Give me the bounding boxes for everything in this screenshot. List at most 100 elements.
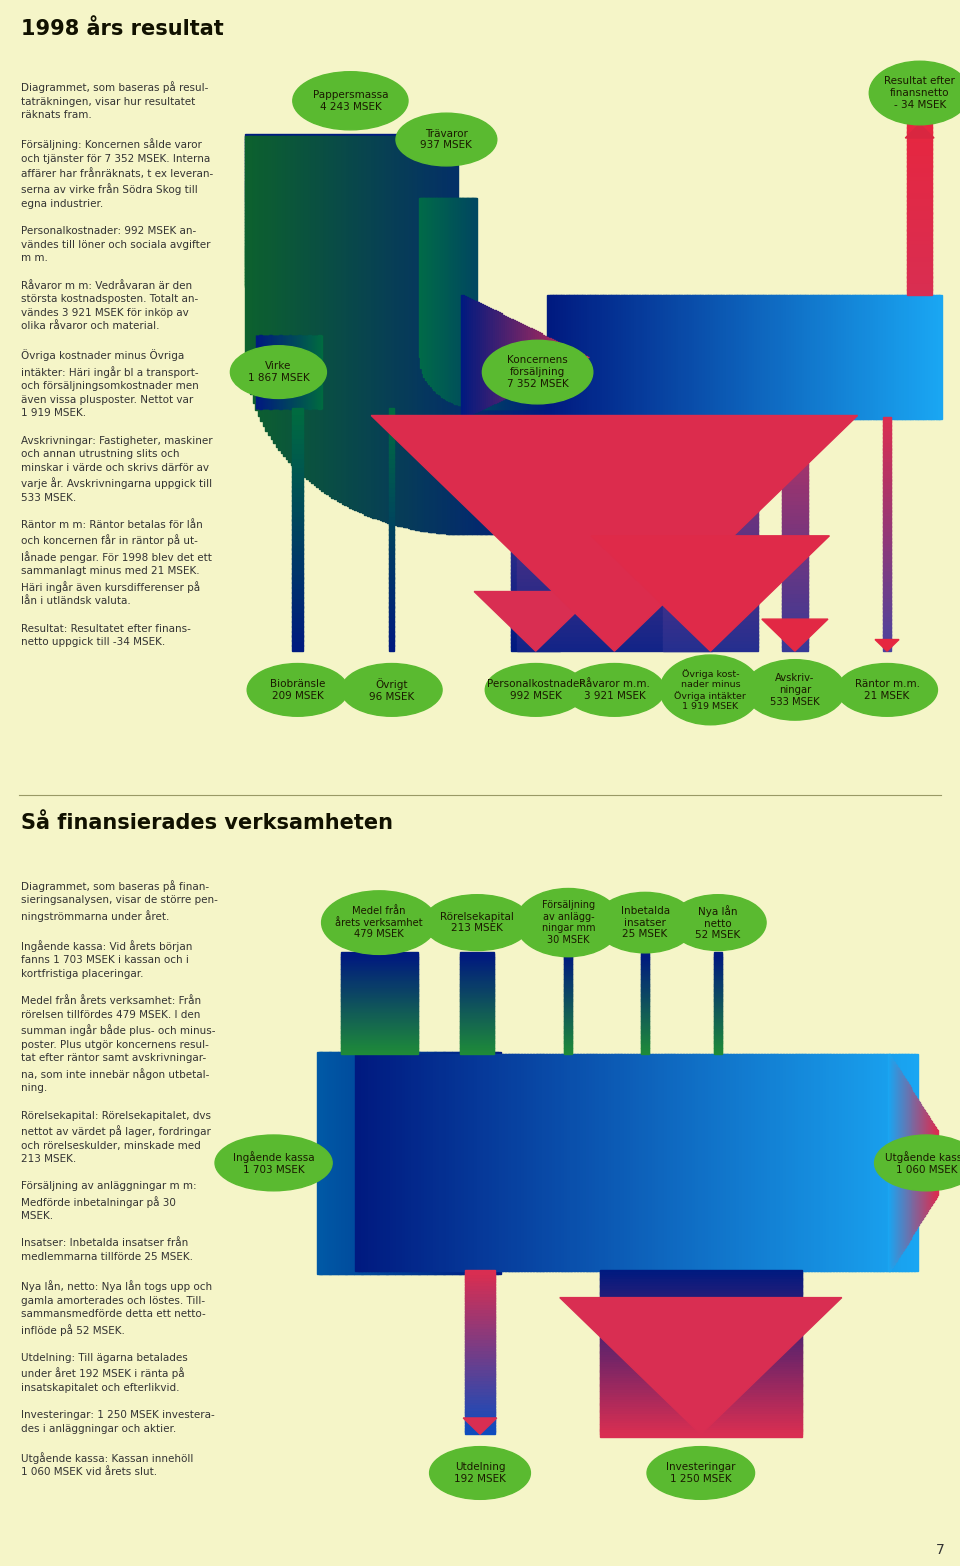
Bar [641, 963, 649, 965]
Bar [712, 294, 716, 418]
Bar [416, 136, 420, 529]
Bar [460, 1027, 494, 1030]
Bar [912, 294, 916, 418]
Bar [641, 1034, 649, 1037]
Bar [465, 1273, 495, 1276]
Bar [460, 1026, 494, 1029]
Bar [907, 221, 932, 227]
Bar [418, 1054, 422, 1272]
Bar [591, 294, 596, 418]
Bar [561, 294, 564, 418]
Bar [913, 1093, 915, 1232]
Bar [536, 363, 540, 409]
Bar [511, 429, 561, 434]
Bar [460, 1035, 494, 1038]
Bar [390, 495, 394, 501]
Bar [471, 363, 475, 534]
Bar [465, 1270, 495, 1275]
Bar [463, 197, 466, 407]
Bar [341, 1035, 418, 1038]
Bar [600, 1373, 802, 1378]
Bar [883, 592, 891, 597]
Bar [536, 1054, 540, 1272]
Bar [564, 1048, 572, 1051]
Bar [907, 183, 932, 188]
Bar [465, 1276, 495, 1279]
Bar [517, 484, 711, 489]
Bar [547, 363, 551, 409]
Bar [341, 1032, 418, 1034]
Bar [453, 136, 458, 534]
Bar [460, 1040, 494, 1043]
Bar [428, 197, 432, 384]
Bar [245, 280, 456, 282]
Bar [245, 226, 456, 229]
Bar [245, 211, 456, 215]
Bar [460, 980, 494, 983]
Bar [245, 241, 456, 244]
Bar [511, 553, 561, 557]
Bar [617, 1054, 622, 1272]
Bar [341, 952, 418, 955]
Bar [368, 1054, 372, 1272]
Bar [436, 136, 440, 532]
Bar [465, 1311, 495, 1315]
Bar [907, 191, 932, 196]
Bar [907, 1085, 909, 1240]
Bar [341, 1007, 418, 1009]
Bar [564, 1049, 572, 1052]
Bar [564, 983, 572, 985]
Bar [448, 136, 453, 534]
Bar [668, 294, 672, 418]
Bar [662, 440, 758, 446]
Bar [891, 1059, 893, 1267]
Bar [376, 1052, 380, 1273]
Bar [930, 294, 934, 418]
Text: Biobränsle
209 MSEK: Biobränsle 209 MSEK [270, 680, 325, 700]
Bar [680, 1054, 684, 1272]
Bar [293, 525, 302, 531]
Bar [662, 565, 758, 570]
Bar [600, 1420, 802, 1425]
Bar [533, 1054, 538, 1272]
Bar [245, 183, 456, 185]
Bar [564, 1040, 572, 1043]
Bar [245, 157, 456, 160]
Bar [245, 202, 456, 205]
Bar [564, 1041, 572, 1045]
Bar [460, 1015, 494, 1018]
Bar [639, 294, 643, 418]
Bar [503, 316, 506, 398]
Bar [564, 1051, 572, 1054]
Bar [558, 343, 562, 370]
Bar [883, 418, 891, 423]
Bar [341, 957, 418, 960]
Bar [328, 1052, 332, 1273]
Bar [810, 1054, 815, 1272]
Bar [818, 294, 822, 418]
Bar [597, 294, 601, 418]
Bar [465, 1322, 495, 1326]
Bar [465, 1292, 495, 1295]
Bar [781, 429, 808, 434]
Bar [511, 534, 561, 539]
Bar [341, 1037, 418, 1040]
Bar [781, 484, 808, 489]
Bar [529, 329, 532, 385]
Bar [329, 136, 333, 496]
Bar [600, 1308, 802, 1312]
Bar [920, 294, 924, 418]
Ellipse shape [516, 888, 621, 957]
Bar [623, 294, 628, 418]
Bar [694, 294, 698, 418]
Bar [662, 448, 758, 454]
Bar [714, 1046, 722, 1049]
Bar [465, 1409, 495, 1413]
Bar [341, 1015, 418, 1018]
Bar [245, 282, 456, 283]
Bar [421, 1052, 425, 1273]
Bar [468, 1052, 471, 1273]
Bar [883, 521, 891, 528]
Bar [517, 561, 711, 565]
Bar [367, 1052, 371, 1273]
